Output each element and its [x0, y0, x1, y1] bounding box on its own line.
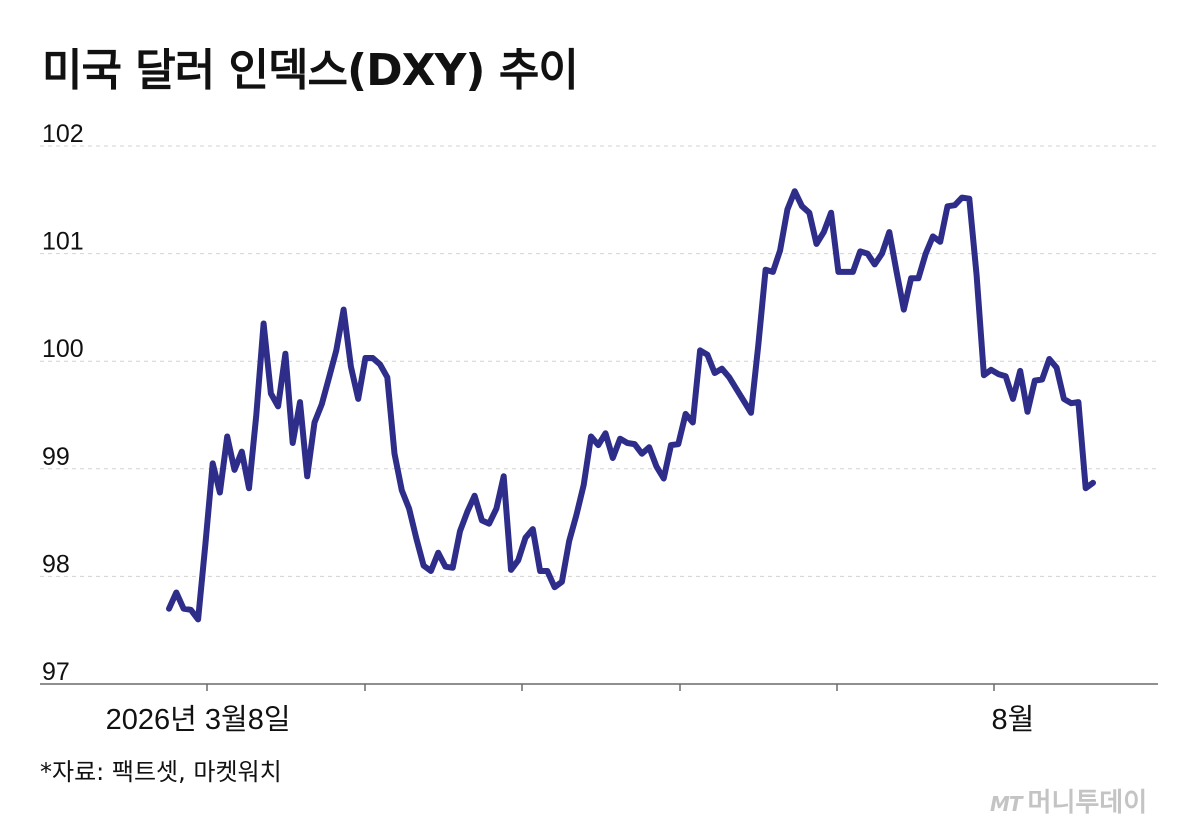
y-tick-labels: 97 98 99 100 101 102 [42, 120, 84, 686]
x-tick-labels: 2026년 3월8일 8월 [106, 703, 1035, 736]
watermark-name: 머니투데이 [1027, 788, 1148, 818]
y-tick-label: 97 [42, 658, 70, 686]
chart-title: 미국 달러 인덱스(DXY) 추이 [42, 45, 579, 96]
series-layer [166, 188, 1096, 623]
x-tick-label: 8월 [992, 703, 1035, 736]
y-tick-label: 98 [42, 550, 70, 578]
x-axis [40, 683, 1158, 691]
watermark: MT 머니투데이 [990, 782, 1147, 819]
series-line-dxy [166, 188, 1096, 623]
y-tick-label: 102 [42, 120, 84, 148]
watermark-logo: MT [990, 792, 1023, 816]
y-tick-label: 99 [42, 443, 70, 471]
x-tick-label: 2026년 3월8일 [106, 703, 291, 736]
y-tick-label: 101 [42, 228, 84, 256]
source-note: *자료: 팩트셋, 마켓워치 [40, 758, 282, 786]
y-tick-label: 100 [42, 335, 84, 363]
